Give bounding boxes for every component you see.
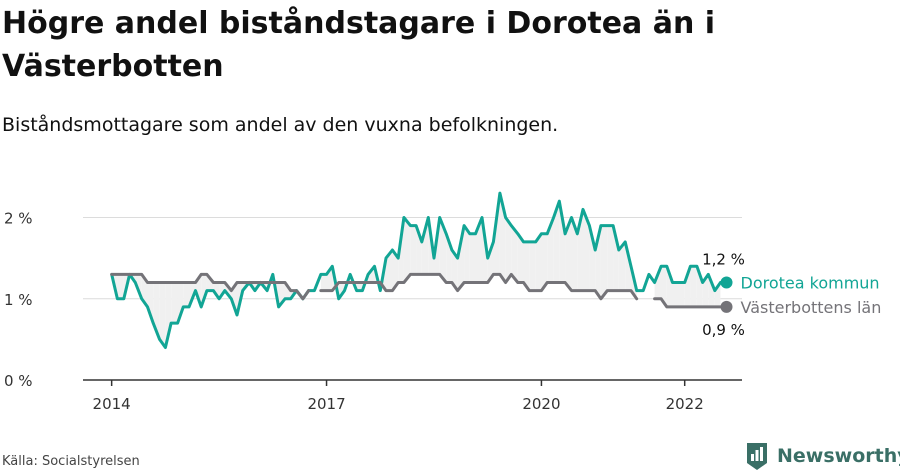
end-labels: Dorotea kommun 1,2 % Västerbottens län 0,9 … <box>702 251 881 339</box>
x-tick-label: 2022 <box>666 395 704 413</box>
difference-band <box>690 266 697 307</box>
difference-band <box>559 201 566 283</box>
difference-band <box>117 274 124 299</box>
series-lines <box>110 191 722 349</box>
difference-band <box>147 282 154 324</box>
difference-band <box>505 217 512 283</box>
newsworthy-logo-icon <box>747 443 767 470</box>
difference-band <box>469 233 476 283</box>
y-tick-label: 2 % <box>4 210 33 228</box>
difference-band <box>385 250 393 291</box>
difference-band <box>696 266 703 307</box>
difference-band <box>553 201 560 283</box>
difference-band <box>320 274 327 291</box>
x-tick-label: 2020 <box>522 395 560 413</box>
difference-band <box>171 282 178 324</box>
y-tick-label: 1 % <box>4 291 33 309</box>
difference-band <box>613 225 619 291</box>
difference-band <box>684 266 691 307</box>
difference-band <box>159 282 166 348</box>
grid-lines: 0 % 1 % 2 % <box>4 210 742 390</box>
chart-title: Högre andel biståndstagare i Dorotea än … <box>2 6 716 84</box>
difference-band <box>672 282 679 307</box>
difference-band <box>511 225 518 283</box>
difference-band <box>165 282 172 348</box>
difference-band <box>600 225 608 299</box>
difference-band <box>475 217 482 283</box>
difference-band <box>535 233 542 291</box>
brand-name: Newsworthy <box>777 445 900 467</box>
difference-band <box>457 225 465 291</box>
series-line-dorotea <box>110 191 722 349</box>
difference-band <box>607 225 614 291</box>
difference-band <box>451 250 458 291</box>
difference-band <box>523 241 530 291</box>
series-line-vasterbotten <box>110 272 311 301</box>
value-label-vasterbotten: 0,9 % <box>702 321 745 339</box>
difference-band <box>392 250 399 291</box>
difference-shading <box>111 193 721 348</box>
difference-band <box>439 217 447 283</box>
difference-band <box>666 266 673 307</box>
difference-band <box>356 282 363 291</box>
difference-band <box>618 241 626 291</box>
series-line-vasterbotten <box>653 297 722 309</box>
difference-band <box>582 209 590 291</box>
x-tick-label: 2017 <box>307 395 345 413</box>
series-label-vasterbotten: Västerbottens län <box>741 298 882 317</box>
difference-band <box>183 282 190 307</box>
difference-band <box>410 225 417 275</box>
end-marker-vasterbotten <box>720 300 733 313</box>
series-label-dorotea: Dorotea kommun <box>741 274 880 293</box>
difference-band <box>403 217 411 283</box>
brand-logo-link[interactable]: Newsworthy <box>745 441 900 471</box>
series-line-vasterbotten <box>319 272 639 301</box>
difference-band <box>421 217 429 275</box>
y-tick-label: 0 % <box>4 372 33 390</box>
x-tick-label: 2014 <box>93 395 131 413</box>
difference-band <box>589 225 596 291</box>
difference-band <box>678 282 685 307</box>
value-label-dorotea: 1,2 % <box>702 251 745 269</box>
chart-subtitle: Biståndsmottagare som andel av den vuxna… <box>2 114 559 136</box>
difference-band <box>487 241 494 283</box>
difference-band <box>565 217 572 291</box>
end-marker-dorotea <box>720 276 733 289</box>
difference-band <box>177 282 184 324</box>
difference-band <box>517 233 524 283</box>
difference-band <box>541 233 548 291</box>
source-note: Källa: Socialstyrelsen <box>2 454 140 469</box>
difference-band <box>571 217 578 291</box>
difference-band <box>464 225 470 283</box>
x-axis: 2014 2017 2020 2022 <box>83 379 742 413</box>
difference-band <box>661 266 667 307</box>
difference-band <box>529 241 536 291</box>
